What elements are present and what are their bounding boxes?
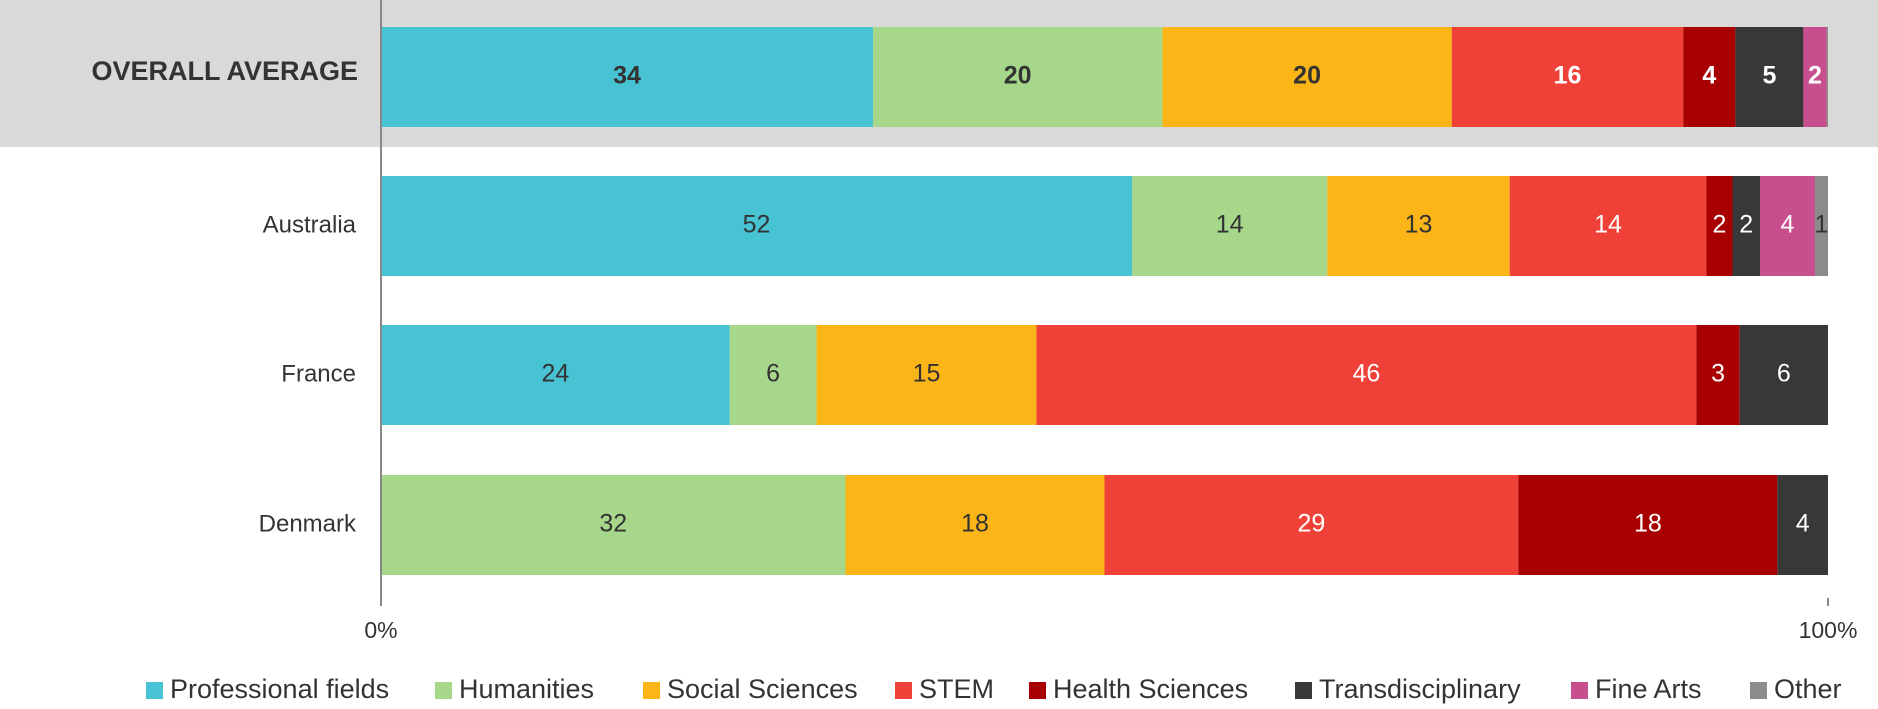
value-label: 1 <box>1815 211 1829 239</box>
value-label: 4 <box>1781 211 1795 239</box>
bar-segment <box>1036 325 1697 425</box>
bar-segment <box>381 475 846 575</box>
value-label: 46 <box>1353 360 1381 388</box>
bar-segment <box>1803 27 1827 127</box>
x-tick-label: 0% <box>364 617 397 643</box>
value-label: 6 <box>766 360 780 388</box>
value-label: 14 <box>1216 211 1244 239</box>
legend-swatch <box>1750 682 1767 699</box>
bar-segment <box>1706 176 1733 276</box>
bar-segment <box>1509 176 1707 276</box>
bar-segment <box>1104 475 1519 575</box>
legend-swatch <box>1295 682 1312 699</box>
bar-segment <box>1826 27 1828 127</box>
value-label: 24 <box>541 360 569 388</box>
bar-segment <box>872 27 1163 127</box>
value-label: 2 <box>1739 211 1753 239</box>
value-label: 20 <box>1004 62 1032 90</box>
legend-swatch <box>895 682 912 699</box>
category-label: OVERALL AVERAGE <box>91 56 358 86</box>
legend-label: Transdisciplinary <box>1319 674 1521 704</box>
bar-segment <box>1683 27 1736 127</box>
legend-swatch <box>1571 682 1588 699</box>
legend-label: Humanities <box>459 674 594 704</box>
value-label: 6 <box>1777 360 1791 388</box>
bar-segment <box>1327 176 1510 276</box>
legend-label: Social Sciences <box>667 674 858 704</box>
legend-swatch <box>643 682 660 699</box>
legend-label: Fine Arts <box>1595 674 1702 704</box>
bar-segment <box>1451 27 1684 127</box>
bar-segment <box>1131 176 1328 276</box>
value-label: 2 <box>1713 211 1727 239</box>
value-label: 13 <box>1405 211 1433 239</box>
legend-swatch <box>1029 682 1046 699</box>
value-label: 15 <box>913 360 941 388</box>
bar-segment <box>1735 27 1804 127</box>
bar-segment <box>816 325 1037 425</box>
legend-label: STEM <box>919 674 994 704</box>
bar-segment <box>1696 325 1740 425</box>
bar-segment <box>845 475 1105 575</box>
value-label: 18 <box>961 510 989 538</box>
bar-segment <box>729 325 817 425</box>
value-label: 4 <box>1796 510 1810 538</box>
category-label: Australia <box>263 211 357 238</box>
value-label: 4 <box>1702 62 1716 90</box>
legend-label: Other <box>1774 674 1842 704</box>
value-label: 32 <box>599 510 627 538</box>
value-label: 16 <box>1554 62 1582 90</box>
bar-segment <box>1162 27 1452 127</box>
value-label: 14 <box>1594 211 1622 239</box>
value-label: 18 <box>1634 510 1662 538</box>
legend-label: Professional fields <box>170 674 389 704</box>
legend-swatch <box>435 682 452 699</box>
value-label: 20 <box>1293 62 1321 90</box>
value-label: 52 <box>743 211 771 239</box>
value-label: 34 <box>613 62 641 90</box>
bar-segment <box>1759 176 1815 276</box>
bar-segment <box>381 325 730 425</box>
category-label: France <box>281 360 356 387</box>
legend-swatch <box>146 682 163 699</box>
category-label: Denmark <box>259 510 357 537</box>
bar-segment <box>1739 325 1828 425</box>
bar-segment <box>1518 475 1778 575</box>
bar-segment <box>381 27 873 127</box>
value-label: 29 <box>1298 510 1326 538</box>
value-label: 3 <box>1711 360 1725 388</box>
bar-segment <box>1814 176 1828 276</box>
bar-segment <box>1777 475 1828 575</box>
value-label: 5 <box>1762 62 1776 90</box>
bar-segment <box>1732 176 1760 276</box>
x-tick-label: 100% <box>1799 617 1858 643</box>
legend-label: Health Sciences <box>1053 674 1248 704</box>
bar-segment <box>381 176 1132 276</box>
value-label: 2 <box>1808 62 1822 90</box>
